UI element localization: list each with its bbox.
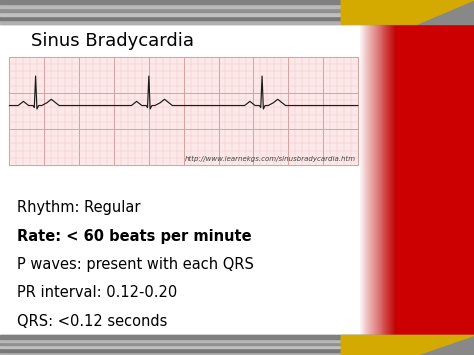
Bar bbox=[368, 24, 369, 335]
Bar bbox=[386, 24, 387, 335]
Bar bbox=[372, 24, 373, 335]
Bar bbox=[0, 8, 370, 12]
Polygon shape bbox=[341, 335, 474, 355]
Bar bbox=[389, 24, 390, 335]
Text: Sinus Bradycardia: Sinus Bradycardia bbox=[31, 32, 194, 50]
Bar bbox=[361, 24, 362, 335]
Bar bbox=[395, 24, 396, 335]
Bar bbox=[396, 24, 474, 335]
Bar bbox=[359, 24, 360, 335]
Bar bbox=[379, 24, 380, 335]
Bar bbox=[383, 24, 384, 335]
Bar bbox=[391, 24, 392, 335]
Bar bbox=[371, 24, 372, 335]
Bar bbox=[360, 24, 361, 335]
Bar bbox=[0, 349, 370, 352]
Bar bbox=[0, 16, 370, 20]
Bar bbox=[0, 335, 474, 355]
Bar bbox=[0, 0, 474, 24]
Bar bbox=[363, 24, 364, 335]
Bar bbox=[381, 24, 382, 335]
Bar bbox=[385, 24, 386, 335]
Text: Rate: < 60 beats per minute: Rate: < 60 beats per minute bbox=[17, 229, 251, 244]
Bar bbox=[388, 24, 389, 335]
Bar bbox=[0, 4, 370, 8]
Bar bbox=[394, 24, 395, 335]
Bar bbox=[376, 24, 377, 335]
Bar bbox=[364, 24, 365, 335]
Bar bbox=[0, 20, 370, 24]
Bar bbox=[374, 24, 375, 335]
Bar bbox=[378, 24, 379, 335]
Text: PR interval: 0.12-0.20: PR interval: 0.12-0.20 bbox=[17, 285, 177, 300]
Bar bbox=[373, 24, 374, 335]
Bar bbox=[382, 24, 383, 335]
Polygon shape bbox=[341, 0, 474, 24]
Bar bbox=[9, 57, 358, 165]
Bar bbox=[387, 24, 388, 335]
Bar bbox=[0, 339, 370, 342]
Bar bbox=[367, 24, 368, 335]
Text: Rhythm: Regular: Rhythm: Regular bbox=[17, 200, 140, 215]
Bar bbox=[0, 335, 370, 339]
Bar bbox=[0, 352, 370, 355]
Bar bbox=[0, 0, 370, 4]
Bar bbox=[375, 24, 376, 335]
Bar bbox=[358, 24, 359, 335]
Bar bbox=[380, 24, 381, 335]
Bar bbox=[384, 24, 385, 335]
Bar bbox=[365, 24, 366, 335]
Bar bbox=[393, 24, 394, 335]
Bar bbox=[392, 24, 393, 335]
Text: P waves: present with each QRS: P waves: present with each QRS bbox=[17, 257, 254, 272]
Bar bbox=[369, 24, 370, 335]
Text: QRS: <0.12 seconds: QRS: <0.12 seconds bbox=[17, 314, 167, 329]
Bar bbox=[0, 345, 370, 349]
Bar bbox=[377, 24, 378, 335]
Bar bbox=[370, 24, 371, 335]
Bar bbox=[0, 24, 359, 335]
Bar bbox=[366, 24, 367, 335]
Bar bbox=[362, 24, 363, 335]
Bar bbox=[0, 12, 370, 16]
Bar bbox=[390, 24, 391, 335]
Bar bbox=[0, 342, 370, 345]
Text: http://www.learnekgs.com/sinusbradycardia.htm: http://www.learnekgs.com/sinusbradycardi… bbox=[184, 155, 356, 162]
